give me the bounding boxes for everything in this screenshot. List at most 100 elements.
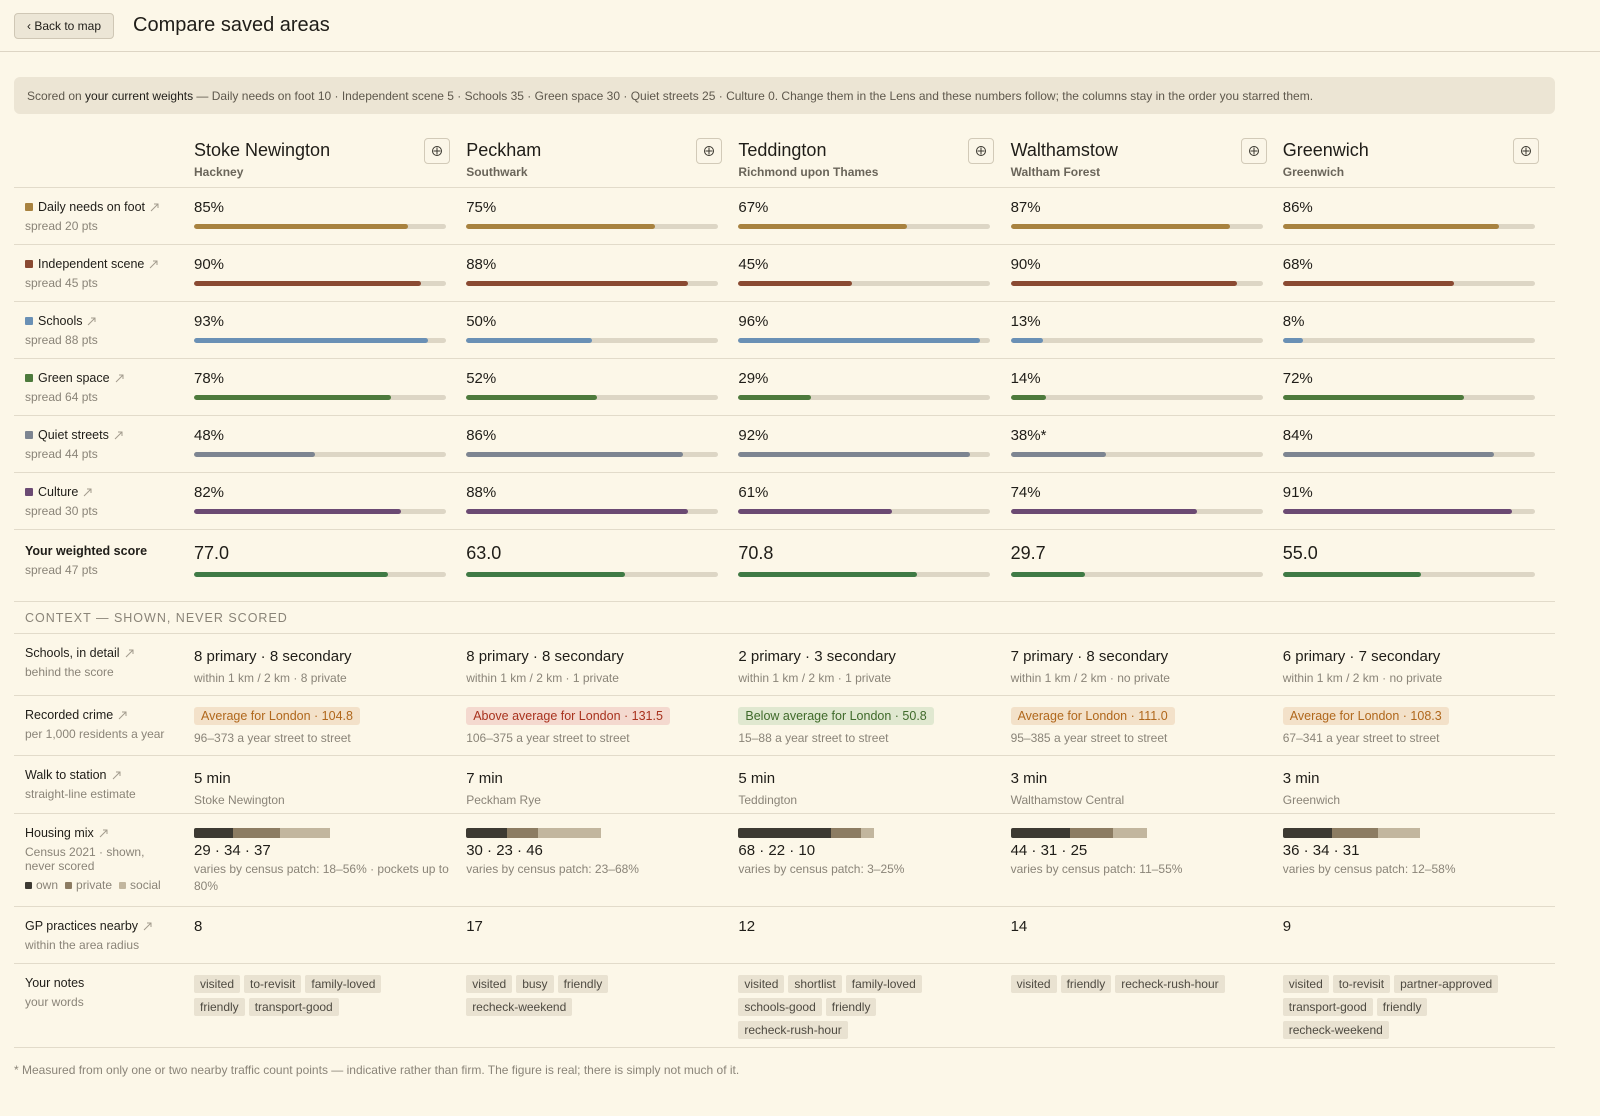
- bar-track: [738, 572, 991, 577]
- metric-cell: 92%: [738, 416, 1010, 472]
- metric-value: 92%: [738, 427, 769, 444]
- metric-cell: 63.0: [466, 530, 738, 601]
- color-key: [25, 317, 33, 325]
- pin-button[interactable]: [1240, 138, 1267, 164]
- pin-icon[interactable]: [1248, 145, 1260, 157]
- bar-track: [738, 224, 991, 229]
- pin-icon[interactable]: [1520, 145, 1532, 157]
- legend-label: own: [36, 878, 59, 892]
- edit-icon[interactable]: [143, 922, 152, 931]
- bar: [738, 452, 971, 457]
- schools-sub: within 1 km / 2 km · 1 private: [738, 671, 892, 685]
- note-tag: friendly: [1376, 998, 1428, 1016]
- row-label-name: GP practices nearby: [25, 919, 194, 933]
- note-tag: friendly: [1060, 975, 1112, 993]
- metric-value: 88%: [466, 256, 497, 273]
- pin-button[interactable]: [968, 138, 995, 164]
- metric-cell: 75%: [466, 188, 738, 244]
- edit-icon[interactable]: [125, 649, 134, 658]
- walk-main: 5 min: [738, 770, 776, 787]
- bar-track: [466, 509, 719, 514]
- metric-cell: 45%: [738, 245, 1010, 301]
- row-label-note: spread 88 pts: [25, 333, 98, 347]
- edit-icon[interactable]: [83, 488, 92, 497]
- note-tag: busy: [516, 975, 554, 993]
- walk-cell: 3 min Walthamstow Central: [1011, 756, 1283, 813]
- banner-text: — Daily needs on foot 10 · Independent s…: [193, 88, 1314, 103]
- bar: [738, 224, 908, 229]
- metric-row: Quiet streets spread 44 pts 48% 86% 92% 38%* 8…: [14, 416, 1555, 473]
- pin-icon[interactable]: [975, 145, 987, 157]
- row-label: Quiet streets spread 44 pts: [14, 416, 194, 472]
- edit-icon[interactable]: [149, 260, 158, 269]
- metric-value: 70.8: [738, 543, 774, 563]
- metric-row: Culture spread 30 pts 82% 88% 61% 74% 91%: [14, 473, 1555, 530]
- edit-icon[interactable]: [115, 374, 124, 383]
- bar: [1282, 395, 1465, 400]
- metric-value: 88%: [466, 484, 497, 501]
- metric-cell: 72%: [1282, 359, 1555, 415]
- row-label: Walk to station straight-line estimate: [14, 756, 194, 813]
- gp-count: 17: [466, 918, 483, 935]
- pin-button[interactable]: [424, 138, 450, 164]
- edit-icon-glyph: [112, 771, 121, 779]
- metric-value: 29.7: [1010, 543, 1046, 563]
- bar-track: [1010, 395, 1263, 400]
- row-label-name: Walk to station: [25, 768, 194, 782]
- bar: [1010, 338, 1044, 343]
- pin-icon[interactable]: [431, 145, 443, 157]
- edit-icon-glyph: [118, 711, 127, 719]
- edit-icon[interactable]: [118, 711, 127, 720]
- metric-value: 8%: [1282, 313, 1305, 330]
- area-borough: Greenwich: [1282, 165, 1345, 179]
- housing-label: 36 · 34 · 31: [1282, 842, 1360, 859]
- edit-icon-glyph: [150, 203, 159, 211]
- metric-cell: 52%: [466, 359, 738, 415]
- pin-button[interactable]: [696, 138, 723, 164]
- pin-icon[interactable]: [703, 145, 715, 157]
- edit-icon[interactable]: [114, 431, 123, 440]
- metric-value: 87%: [1010, 199, 1041, 216]
- row-label-note: spread 20 pts: [25, 219, 98, 233]
- bar: [738, 572, 917, 577]
- row-label-note: your words: [25, 995, 84, 1009]
- housing-segment: [1070, 828, 1113, 838]
- housing-sub: varies by census patch: 11–55%: [1010, 862, 1183, 876]
- row-label-name: Your notes: [25, 976, 194, 990]
- metric-cell: 13%: [1010, 302, 1283, 358]
- metric-cell: 67%: [738, 188, 1010, 244]
- metric-cell: 84%: [1282, 416, 1555, 472]
- schools-main: 8 primary · 8 secondary: [194, 648, 352, 665]
- note-tag: transport-good: [1282, 998, 1373, 1016]
- metric-value: 67%: [738, 199, 769, 216]
- crime-cell: Average for London · 104.8 96–373 a year …: [194, 696, 466, 755]
- housing-label: 29 · 34 · 37: [194, 842, 271, 859]
- bar-track: [738, 281, 991, 286]
- metric-value: 86%: [1282, 199, 1313, 216]
- schools-cell: 2 primary · 3 secondary within 1 km / 2 k…: [738, 634, 1010, 695]
- schools-sub: within 1 km / 2 km · no private: [1282, 671, 1443, 685]
- edit-icon[interactable]: [150, 203, 159, 212]
- edit-icon-glyph: [115, 374, 124, 382]
- edit-icon[interactable]: [87, 317, 96, 326]
- edit-icon[interactable]: [112, 771, 121, 780]
- housing-legend: own private social: [25, 878, 194, 892]
- bar-track: [1282, 395, 1535, 400]
- metric-cell: 90%: [1010, 245, 1283, 301]
- metric-row: Schools spread 88 pts 93% 50% 96% 13% 8%: [14, 302, 1555, 359]
- metric-value: 63.0: [466, 543, 502, 563]
- banner-emphasis[interactable]: your current weights: [85, 88, 194, 103]
- edit-icon[interactable]: [99, 829, 108, 838]
- note-tag: friendly: [825, 998, 877, 1016]
- schools-sub: within 1 km / 2 km · 8 private: [194, 671, 347, 685]
- back-button[interactable]: ‹ Back to map: [14, 12, 115, 39]
- metric-value: 29%: [738, 370, 769, 387]
- color-key: [25, 488, 33, 496]
- housing-segment: [538, 828, 601, 838]
- metric-cell: 55.0: [1282, 530, 1555, 601]
- row-label-note: within the area radius: [25, 938, 140, 952]
- bar-track: [194, 452, 446, 457]
- row-label-text: Housing mix: [25, 826, 94, 840]
- pin-icon-ring: [1248, 146, 1259, 156]
- pin-button[interactable]: [1512, 138, 1539, 164]
